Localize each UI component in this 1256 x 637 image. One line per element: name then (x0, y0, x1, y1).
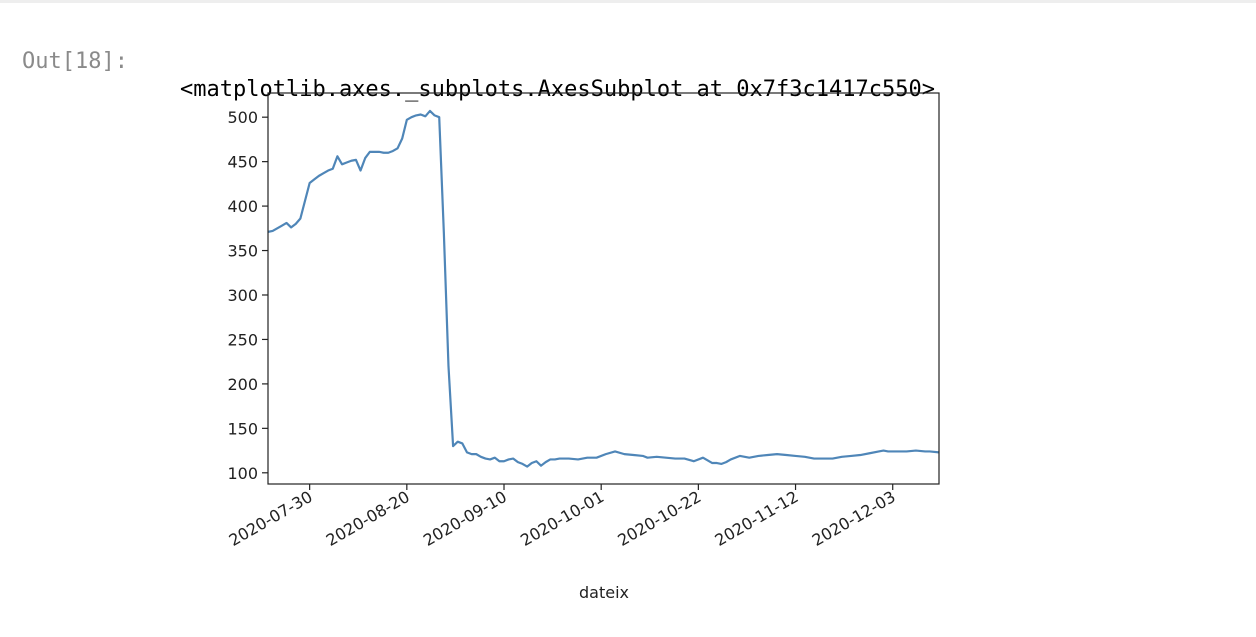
series-line (267, 109, 940, 468)
y-axis-ticks: 100 150 200 250 300 350 400 450 500 (227, 108, 268, 483)
y-tick-label: 250 (227, 330, 258, 349)
cell-top-divider (0, 0, 1256, 3)
y-tick-label: 350 (227, 242, 258, 261)
x-tick-label: 2020-08-20 (323, 487, 413, 550)
cell-output-row: Out[18]: <matplotlib.axes._subplots.Axes… (0, 20, 935, 102)
y-tick-label: 150 (227, 419, 258, 438)
x-tick-label: 2020-10-22 (614, 487, 704, 550)
x-tick-label: 2020-12-03 (809, 487, 899, 550)
x-tick-label: 2020-11-12 (712, 487, 802, 550)
x-axis-ticks: 2020-07-30 2020-08-20 2020-09-10 2020-10-01… (226, 484, 899, 550)
axes-frame (267, 92, 940, 485)
y-tick-label: 500 (227, 108, 258, 127)
output-repr-text: <matplotlib.axes._subplots.AxesSubplot a… (180, 77, 935, 102)
y-tick-label: 400 (227, 197, 258, 216)
y-tick-label: 100 (227, 464, 258, 483)
y-tick-label: 450 (227, 153, 258, 172)
y-tick-label: 200 (227, 375, 258, 394)
x-axis-label: dateix (579, 583, 629, 602)
y-tick-label: 300 (227, 286, 258, 305)
output-prompt: Out[18]: (22, 49, 128, 74)
x-tick-label: 2020-09-10 (420, 487, 510, 550)
x-tick-label: 2020-10-01 (517, 487, 607, 550)
x-tick-label: 2020-07-30 (226, 487, 316, 550)
